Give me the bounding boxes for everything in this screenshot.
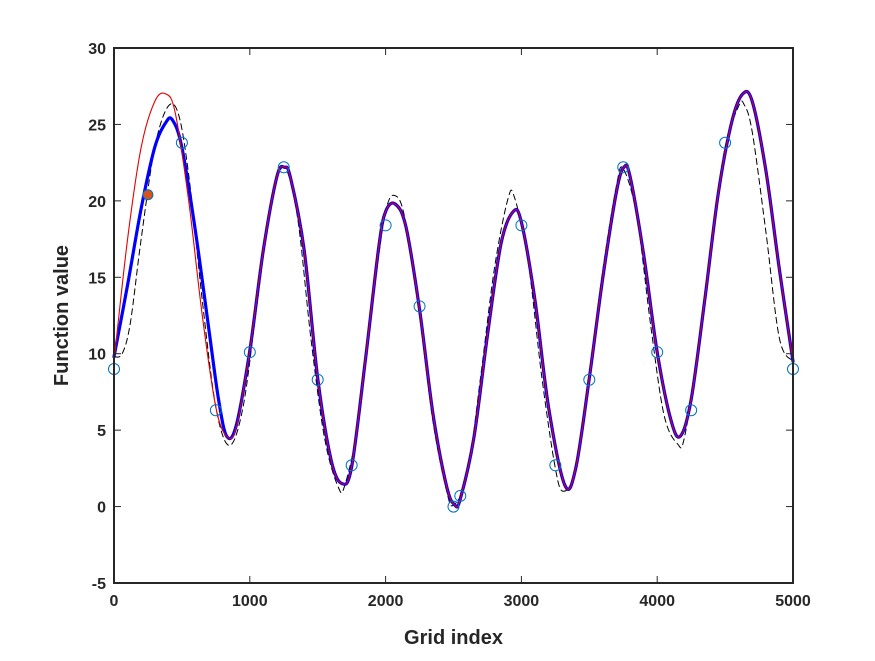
data-point-marker [454, 489, 467, 502]
y-tick-label: 15 [88, 270, 106, 287]
plot-frame [113, 47, 794, 584]
data-point-marker [617, 161, 630, 174]
x-tick-label: 4000 [639, 593, 675, 610]
x-tick-label: 5000 [775, 593, 811, 610]
series-layer [112, 89, 795, 509]
x-tick-label: 2000 [368, 593, 404, 610]
y-tick-label: 20 [88, 194, 106, 211]
y-tick-label: 10 [88, 347, 106, 364]
x-axis-ticks: 0 1000 2000 3000 4000 5000 [110, 48, 811, 610]
data-point-marker [583, 373, 596, 386]
data-point-marker [209, 404, 222, 417]
data-point-marker [549, 459, 562, 472]
x-tick-label: 0 [110, 593, 119, 610]
data-point-marker [345, 459, 358, 472]
y-tick-label: 30 [88, 41, 106, 58]
data-point-marker [277, 161, 290, 174]
data-point-marker [719, 136, 732, 149]
data-point-marker [175, 136, 188, 149]
data-point-marker [447, 500, 460, 513]
marker-layer [108, 136, 799, 513]
data-point-marker [311, 373, 324, 386]
y-tick-label: 0 [97, 500, 106, 517]
data-point-marker [413, 300, 426, 313]
y-tick-label: -5 [92, 576, 106, 593]
y-axis-label: Function value [51, 245, 73, 386]
y-tick-label: 25 [88, 117, 106, 134]
y-tick-label: 5 [97, 423, 106, 440]
series-line-red [113, 90, 794, 508]
data-point-marker [651, 346, 664, 359]
plot-area [114, 48, 793, 583]
data-point-marker [379, 219, 392, 232]
data-point-marker [515, 219, 528, 232]
x-tick-label: 3000 [504, 593, 540, 610]
highlighted-point-marker [142, 189, 154, 201]
x-tick-label: 1000 [232, 593, 268, 610]
data-point-marker [243, 346, 256, 359]
y-axis-ticks: -5 0 5 10 15 20 25 30 [88, 41, 793, 593]
data-point-marker [685, 404, 698, 417]
x-axis-label: Grid index [404, 627, 503, 649]
